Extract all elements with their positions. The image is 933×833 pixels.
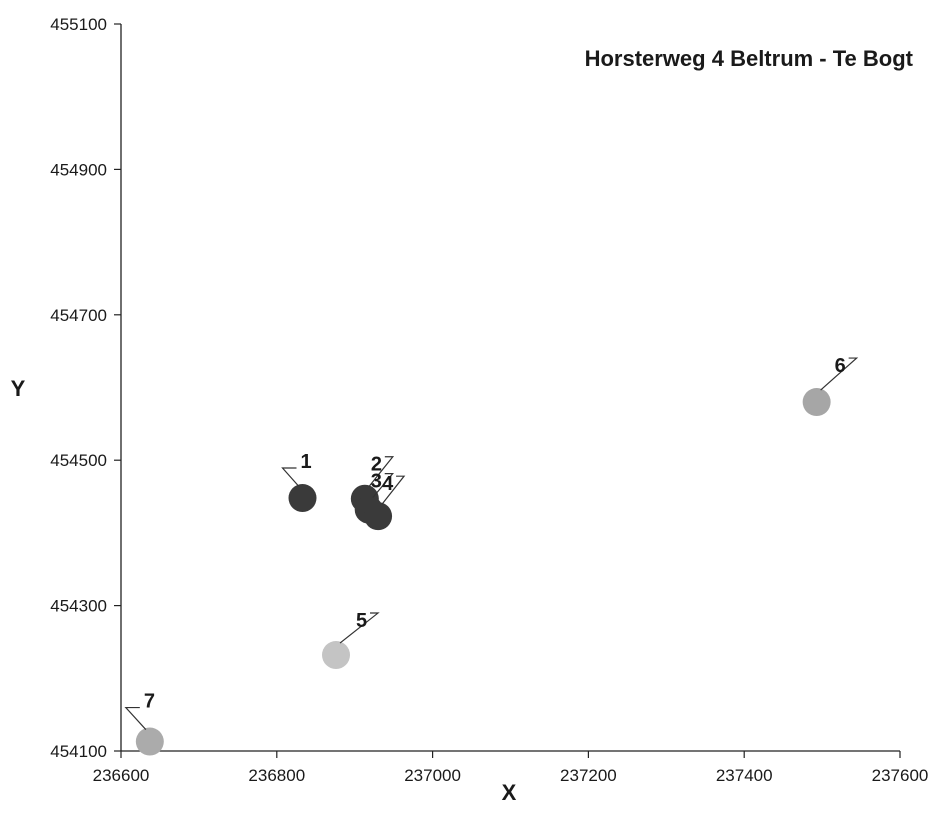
point-leader-line — [339, 612, 380, 644]
point-label-7: 7 — [144, 691, 155, 713]
point-leader-line — [372, 473, 395, 499]
y-tick-label: 454700 — [50, 306, 107, 325]
point-label-3: 3 — [371, 471, 382, 493]
axis-ticks: 236600 236800 237000 237200 237400 237600 4541… — [50, 15, 928, 785]
point-leader-line — [820, 357, 859, 391]
data-point-1 — [288, 484, 317, 513]
data-point-6 — [802, 388, 831, 417]
point-label-2: 2 — [371, 454, 382, 476]
x-tick-label: 237200 — [560, 766, 617, 785]
x-tick-label: 236600 — [93, 766, 150, 785]
chart-title: Horsterweg 4 Beltrum - Te Bogt — [585, 46, 914, 71]
point-leader-line — [124, 706, 147, 730]
y-tick-label: 454500 — [50, 451, 107, 470]
y-tick-label: 454100 — [50, 742, 107, 761]
data-point-4 — [364, 502, 393, 531]
data-points: 1 23 4 5 6 7 — [124, 355, 859, 756]
x-tick-label: 237400 — [716, 766, 773, 785]
x-tick-label: 237600 — [872, 766, 929, 785]
x-tick-label: 237000 — [404, 766, 461, 785]
data-point-7 — [135, 727, 164, 756]
point-leader-line — [368, 456, 395, 488]
x-tick-label: 236800 — [248, 766, 305, 785]
point-label-4: 4 — [382, 473, 394, 495]
point-label-1: 1 — [301, 451, 312, 473]
y-tick-label: 454300 — [50, 597, 107, 616]
point-label-5: 5 — [356, 610, 367, 632]
point-leader-line — [281, 467, 299, 487]
point-leader-line — [381, 475, 406, 505]
point-label-6: 6 — [835, 355, 846, 377]
x-axis-title: X — [502, 780, 517, 805]
y-tick-label: 455100 — [50, 15, 107, 34]
y-tick-label: 454900 — [50, 160, 107, 179]
data-point-5 — [322, 641, 351, 670]
y-axis-title: Y — [11, 376, 26, 401]
